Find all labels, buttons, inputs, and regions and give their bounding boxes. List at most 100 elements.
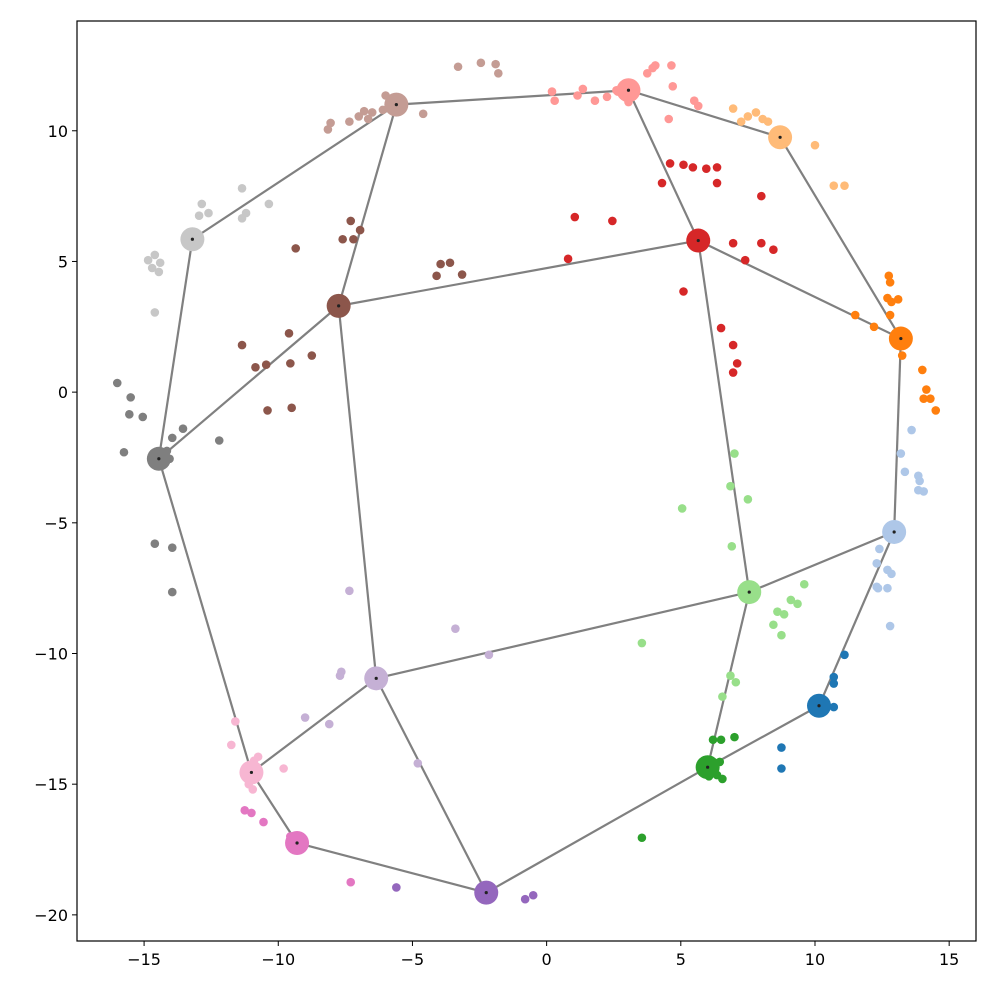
point-14-2: [125, 410, 134, 419]
point-6-17: [728, 340, 738, 350]
point-6-15: [679, 287, 688, 296]
point-6-11: [757, 238, 766, 248]
point-14-12: [167, 543, 177, 552]
point-1-2: [900, 467, 910, 477]
point-0-2: [829, 679, 839, 688]
point-2-5: [885, 310, 895, 320]
point-7-13: [590, 96, 600, 106]
point-12-5: [346, 877, 356, 887]
point-0-5: [777, 764, 786, 773]
point-3-3: [736, 117, 746, 126]
centers-layer: [146, 78, 913, 905]
point-10-9: [284, 329, 294, 338]
point-15-6: [237, 214, 247, 223]
point-1-1: [896, 449, 906, 458]
point-6-10: [728, 238, 738, 248]
point-15-4: [194, 211, 204, 221]
point-1-8: [872, 559, 882, 568]
edges-layer: [157, 89, 902, 894]
point-12-2: [240, 806, 250, 815]
point-6-18: [732, 359, 742, 368]
edge-7-11: [396, 89, 629, 106]
point-7-4: [668, 82, 678, 91]
x-tick-label-2: −5: [401, 950, 425, 969]
point-3-2: [751, 108, 761, 117]
edge-5-6: [697, 240, 751, 593]
point-15-10: [147, 263, 157, 273]
point-11-1: [476, 58, 486, 68]
point-10-1: [355, 225, 365, 235]
point-11-13: [418, 109, 428, 119]
point-6-16: [716, 323, 726, 333]
edge-6-7: [627, 89, 700, 242]
point-12-0: [259, 817, 268, 827]
point-11-2: [491, 59, 500, 69]
point-7-0: [642, 68, 652, 78]
cluster-center-dot-11: [394, 103, 398, 107]
point-14-6: [214, 436, 224, 445]
point-5-8: [773, 607, 782, 616]
point-5-10: [769, 620, 778, 630]
point-6-2: [688, 163, 698, 172]
cluster-center-dot-13: [249, 770, 254, 775]
point-8-0: [392, 883, 401, 892]
x-tick-label-1: −10: [261, 950, 295, 969]
point-2-4: [893, 295, 903, 304]
point-7-6: [693, 101, 703, 111]
point-14-9: [119, 447, 129, 457]
point-5-0: [730, 449, 739, 458]
point-2-10: [922, 385, 931, 394]
point-4-10: [637, 833, 647, 843]
edge-2-3: [779, 136, 902, 340]
point-2-3: [887, 297, 896, 307]
point-13-1: [227, 740, 236, 750]
point-15-0: [237, 183, 247, 193]
cluster-center-dot-14: [157, 457, 161, 461]
point-1-14: [885, 621, 895, 631]
x-tick-label-6: 15: [939, 950, 959, 969]
point-7-8: [547, 87, 557, 96]
cluster-center-dot-12: [295, 841, 299, 845]
edge-10-11: [337, 104, 398, 307]
cluster-center-dot-8: [484, 891, 488, 895]
cluster-center-dot-0: [817, 704, 821, 708]
point-0-3: [829, 702, 839, 712]
point-1-12: [873, 583, 883, 593]
point-15-12: [150, 308, 160, 317]
cluster-center-dot-9: [374, 676, 378, 680]
point-7-2: [651, 61, 660, 70]
point-1-10: [887, 569, 896, 579]
point-3-6: [810, 140, 820, 150]
cluster-center-dot-4: [706, 765, 710, 769]
point-5-9: [779, 609, 789, 619]
y-tick-label-1: 5: [58, 252, 68, 271]
point-9-6: [324, 719, 334, 729]
point-9-0: [345, 586, 354, 596]
point-15-3: [204, 208, 213, 218]
point-10-6: [445, 258, 455, 268]
x-axis: −15 −10 −5 0 5 10 15: [127, 941, 959, 969]
point-1-6: [919, 487, 928, 496]
point-6-12: [769, 245, 778, 254]
point-3-0: [728, 104, 738, 113]
edge-3-7: [628, 89, 781, 139]
point-6-6: [712, 178, 722, 188]
point-9-1: [451, 624, 460, 633]
cluster-center-dot-10: [337, 304, 341, 308]
point-10-13: [261, 360, 271, 369]
point-1-4: [915, 476, 924, 486]
point-13-8: [248, 785, 258, 794]
cluster-center-dot-6: [696, 238, 700, 243]
point-9-5: [300, 713, 310, 722]
point-2-0: [884, 271, 894, 281]
point-11-15: [326, 118, 335, 128]
y-tick-label-5: −15: [34, 775, 68, 794]
point-11-3: [494, 68, 503, 78]
edge-12-13: [250, 771, 298, 844]
point-8-2: [528, 890, 538, 900]
point-14-0: [112, 378, 122, 388]
point-4-1: [716, 735, 726, 745]
plot-frame: [76, 20, 977, 942]
point-4-9: [718, 774, 727, 784]
